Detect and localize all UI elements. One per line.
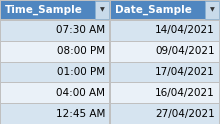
Text: ▼: ▼ [210, 7, 214, 13]
Text: 17/04/2021: 17/04/2021 [155, 67, 215, 77]
Bar [1, 104, 109, 124]
Bar [1, 83, 109, 103]
Text: 16/04/2021: 16/04/2021 [155, 88, 215, 98]
Text: 07:30 AM: 07:30 AM [56, 25, 105, 35]
Bar [1, 63, 109, 82]
Text: 12:45 AM: 12:45 AM [56, 109, 105, 119]
Text: 27/04/2021: 27/04/2021 [155, 109, 215, 119]
Bar [111, 21, 219, 41]
Bar [1, 42, 109, 62]
Text: Date_Sample: Date_Sample [115, 5, 192, 15]
Text: 01:00 PM: 01:00 PM [57, 67, 105, 77]
Bar [1, 1, 109, 19]
Text: 09/04/2021: 09/04/2021 [155, 46, 215, 56]
Bar [1, 21, 109, 41]
Bar [111, 83, 219, 103]
Bar [111, 104, 219, 124]
Text: 08:00 PM: 08:00 PM [57, 46, 105, 56]
Text: 14/04/2021: 14/04/2021 [155, 25, 215, 35]
Bar [95, 1, 109, 19]
Text: Time_Sample: Time_Sample [5, 5, 83, 15]
Bar [111, 63, 219, 82]
Text: 04:00 AM: 04:00 AM [56, 88, 105, 98]
Bar [111, 1, 219, 19]
Bar [111, 42, 219, 62]
Text: ▼: ▼ [100, 7, 104, 13]
Bar [205, 1, 219, 19]
